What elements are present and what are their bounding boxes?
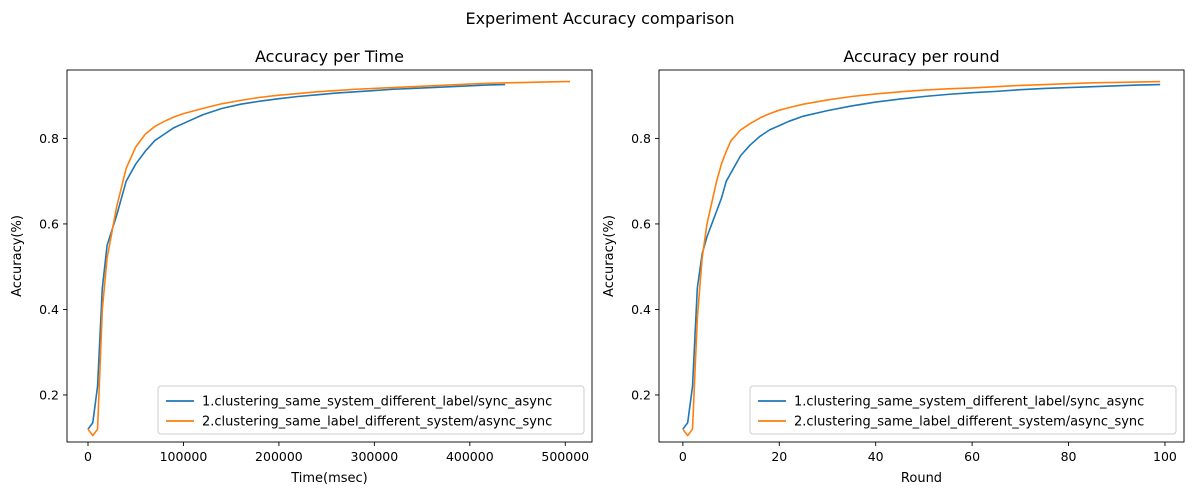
y-tick-label: 0.4 bbox=[39, 302, 59, 317]
y-tick-label: 0.6 bbox=[39, 216, 59, 231]
plot-title: Accuracy per round bbox=[843, 47, 999, 66]
series-line-1 bbox=[682, 83, 1161, 430]
legend-label-2: 2.clustering_same_label_different_system… bbox=[794, 415, 1144, 430]
x-tick-label: 100000 bbox=[160, 449, 208, 464]
y-tick-label: 0.2 bbox=[39, 387, 59, 402]
axes-frame bbox=[66, 69, 593, 443]
series-line-2 bbox=[682, 80, 1161, 437]
legend: 1.clustering_same_system_different_label… bbox=[157, 385, 585, 435]
legend-label-2: 2.clustering_same_label_different_system… bbox=[202, 415, 552, 430]
x-axis-label: Round bbox=[901, 471, 942, 486]
x-tick-label: 300000 bbox=[351, 449, 399, 464]
legend-box bbox=[749, 385, 1177, 435]
plot-title: Accuracy per Time bbox=[255, 47, 404, 66]
legend: 1.clustering_same_system_different_label… bbox=[749, 385, 1177, 435]
x-tick-label: 200000 bbox=[255, 449, 303, 464]
y-tick-label: 0.8 bbox=[39, 131, 59, 146]
y-axis-label: Accuracy(%) bbox=[10, 215, 25, 297]
plot-accuracy-per-time: Accuracy per Time 0 100000 200000 300000 4000… bbox=[10, 47, 593, 486]
plot-accuracy-per-round: Accuracy per round 0 20 40 60 80 100 0.2 0.4 0.6 0… bbox=[602, 47, 1185, 486]
y-axis-label: Accuracy(%) bbox=[602, 215, 617, 297]
series-line-1 bbox=[87, 83, 506, 430]
y-tick-label: 0.2 bbox=[631, 387, 651, 402]
x-tick-label: 0 bbox=[84, 449, 92, 464]
x-tick-label: 20 bbox=[771, 449, 787, 464]
axes-frame bbox=[658, 69, 1185, 443]
x-tick-label: 500000 bbox=[541, 449, 589, 464]
x-tick-label: 400000 bbox=[446, 449, 494, 464]
series-line-2 bbox=[87, 80, 571, 437]
figure-suptitle: Experiment Accuracy comparison bbox=[465, 9, 734, 28]
x-axis-label: Time(msec) bbox=[290, 471, 368, 486]
y-tick-label: 0.8 bbox=[631, 131, 651, 146]
x-tick-label: 0 bbox=[679, 449, 687, 464]
legend-label-1: 1.clustering_same_system_different_label… bbox=[202, 395, 552, 410]
x-tick-label: 60 bbox=[964, 449, 980, 464]
legend-box bbox=[157, 385, 585, 435]
x-tick-label: 40 bbox=[868, 449, 884, 464]
x-tick-label: 80 bbox=[1061, 449, 1077, 464]
y-tick-label: 0.4 bbox=[631, 302, 651, 317]
legend-label-1: 1.clustering_same_system_different_label… bbox=[794, 395, 1144, 410]
y-tick-label: 0.6 bbox=[631, 216, 651, 231]
x-tick-label: 100 bbox=[1153, 449, 1177, 464]
